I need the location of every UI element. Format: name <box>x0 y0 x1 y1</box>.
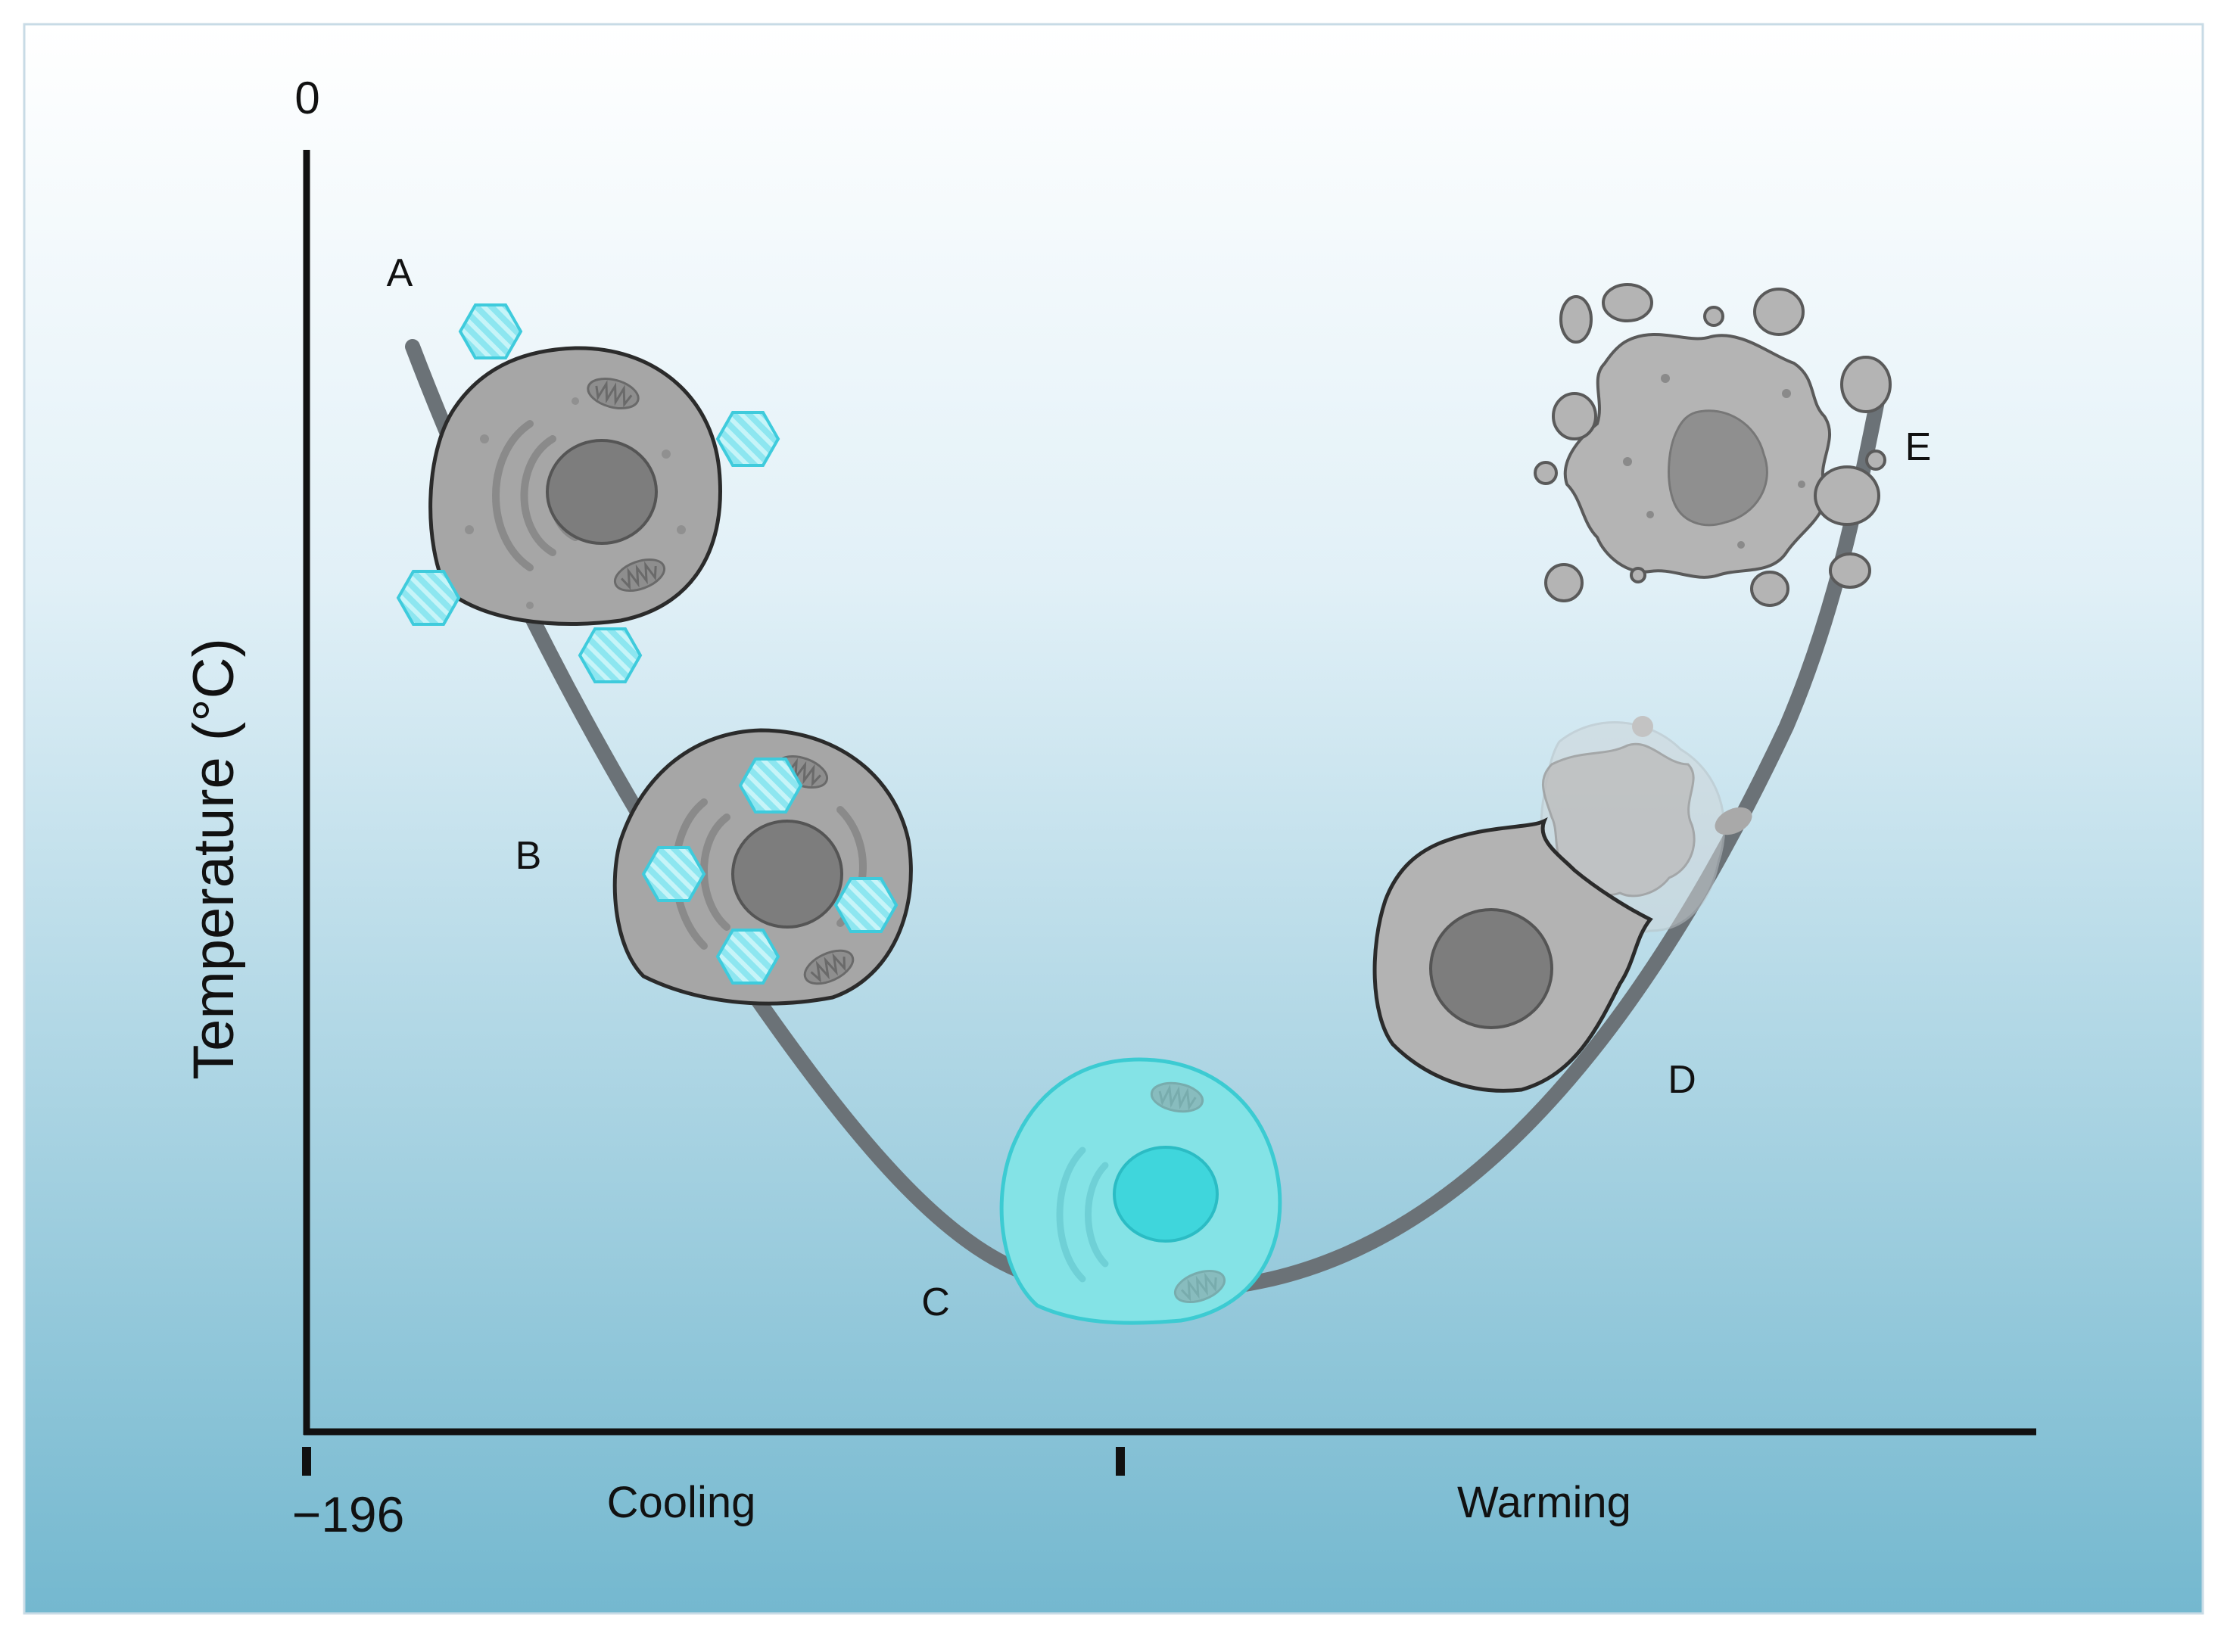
ice-crystal-a1 <box>459 303 522 359</box>
y-top-tick-label: 0 <box>294 73 319 123</box>
ice-crystal-a3 <box>397 570 460 626</box>
ice-crystal-b1 <box>739 758 802 814</box>
cell-e-nucleus-remnant <box>1668 409 1768 527</box>
diagram-background <box>23 23 2204 1615</box>
cell-d-nucleus <box>1429 908 1553 1029</box>
cell-e-lysed <box>1534 283 1892 607</box>
stage-label-d: D <box>1668 1058 1696 1102</box>
ice-crystal-a2 <box>716 411 780 467</box>
ice-crystal-b3 <box>834 877 898 933</box>
phase-label-cooling: Cooling <box>607 1478 756 1527</box>
ice-crystal-a4 <box>578 627 642 683</box>
ice-crystal-b4 <box>716 929 780 985</box>
stage-label-e: E <box>1905 425 1932 469</box>
cell-a <box>428 346 722 626</box>
y-axis-label: Temperature (°C) <box>182 638 246 1080</box>
cell-a-nucleus <box>546 439 658 545</box>
cell-d-debris <box>1541 742 1696 898</box>
cell-c-nucleus <box>1113 1146 1219 1243</box>
stage-label-b: B <box>515 834 542 878</box>
cell-d-rupturing <box>1372 716 1752 1093</box>
stage-label-a: A <box>387 251 413 295</box>
phase-label-warming: Warming <box>1457 1478 1631 1527</box>
cell-c-vitrified <box>999 1057 1282 1325</box>
x-origin-tick-label: −196 <box>292 1486 405 1542</box>
cell-b-nucleus <box>731 820 843 929</box>
ice-crystal-b2 <box>642 846 705 902</box>
cell-b <box>612 728 913 1006</box>
stage-label-c: C <box>921 1280 950 1324</box>
